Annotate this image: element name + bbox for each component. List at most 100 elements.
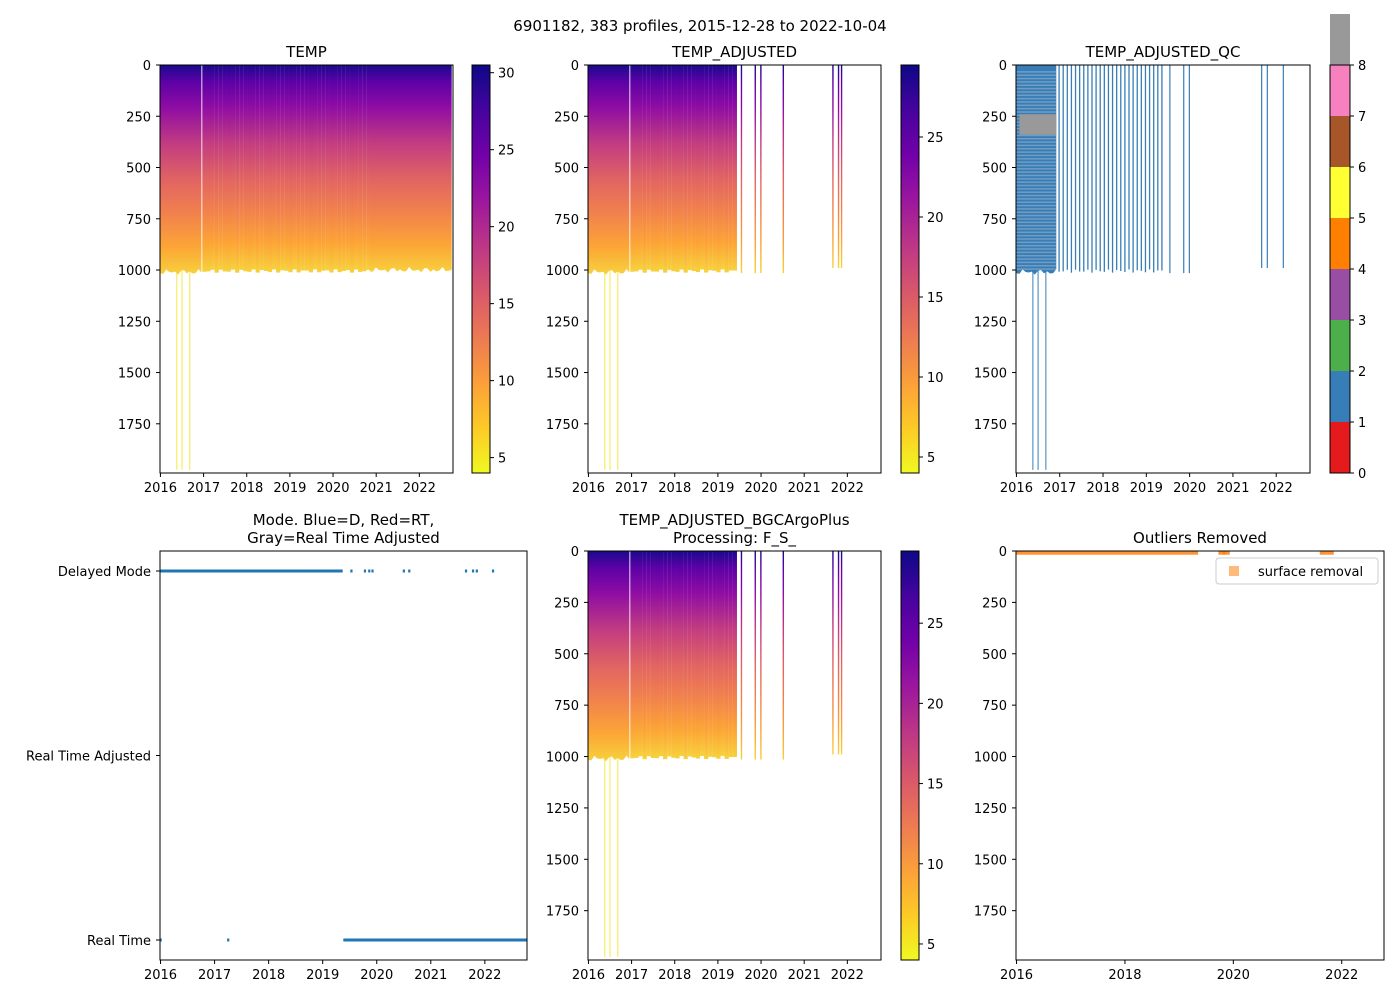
qc-speckle xyxy=(1016,137,1057,140)
y-tick-label: 0 xyxy=(571,59,579,74)
profile xyxy=(667,551,672,757)
colorbar-class xyxy=(1330,167,1350,218)
outlier-point xyxy=(1218,551,1226,555)
x-tick-label: 2020 xyxy=(360,968,393,983)
profile xyxy=(210,65,215,270)
y-tick-label: 1750 xyxy=(118,418,151,433)
profile xyxy=(218,65,223,270)
chart-title-line2: Gray=Real Time Adjusted xyxy=(247,529,440,547)
profile xyxy=(300,65,305,271)
profile xyxy=(280,65,285,271)
profile xyxy=(1157,65,1159,271)
profile xyxy=(325,65,330,271)
chart-title: Outliers Removed xyxy=(1133,529,1267,547)
qc-speckle xyxy=(1016,174,1057,177)
profile xyxy=(716,65,721,273)
profile xyxy=(1066,65,1068,270)
profile xyxy=(712,551,717,758)
profile xyxy=(683,551,688,760)
profile xyxy=(263,65,268,272)
profile xyxy=(634,65,639,272)
chart-title: TEMP_ADJUSTED xyxy=(671,43,797,62)
x-tick-label: 2020 xyxy=(1173,481,1206,496)
y-tick-label: 1250 xyxy=(974,315,1007,330)
qc-speckle xyxy=(1016,204,1057,207)
profile xyxy=(1128,65,1130,270)
plot-frame xyxy=(587,64,882,474)
x-tick-label: 2016 xyxy=(144,968,177,983)
colorbar-class xyxy=(1330,269,1350,320)
qc-speckle xyxy=(1016,198,1057,200)
qc-speckle xyxy=(1016,218,1057,220)
profile xyxy=(654,551,660,759)
outlier-point xyxy=(1319,551,1327,555)
mode-point xyxy=(227,938,230,942)
profile xyxy=(704,551,709,760)
colorbar-tick-label: 1 xyxy=(1358,416,1366,431)
profile xyxy=(650,551,655,759)
profile xyxy=(259,65,264,271)
outlier-point xyxy=(1326,551,1334,555)
x-tick-label: 2022 xyxy=(1260,481,1293,496)
profile xyxy=(691,551,696,758)
profile xyxy=(732,65,737,271)
series-delayed-mode xyxy=(159,569,495,573)
plot-temp xyxy=(160,65,452,470)
profile xyxy=(728,551,733,757)
colorbar-tick-label: 15 xyxy=(927,291,944,306)
profile xyxy=(337,65,342,273)
profile xyxy=(239,65,244,270)
profile xyxy=(1058,65,1060,272)
profile xyxy=(288,65,293,273)
colorbar-fill xyxy=(472,65,490,473)
y-tick-label: 750 xyxy=(982,699,1007,714)
plot-mode xyxy=(159,569,528,942)
qc-gray-block xyxy=(1019,114,1057,135)
qc-speckle xyxy=(1016,181,1057,183)
isolated-profile xyxy=(782,551,785,760)
qc-speckle xyxy=(1016,154,1057,157)
x-tick-label: 2017 xyxy=(615,481,648,496)
qc-speckle xyxy=(1016,208,1057,210)
y-tick-label: 1000 xyxy=(546,751,579,766)
x-tick-label: 2021 xyxy=(1216,481,1249,496)
mode-point xyxy=(371,569,374,573)
profile xyxy=(230,65,236,270)
qc-speckle xyxy=(1016,97,1057,100)
y-tick-label: 0 xyxy=(999,545,1007,560)
y-tick-label: 250 xyxy=(554,110,579,125)
qc-speckle xyxy=(1016,134,1057,137)
qc-speckle xyxy=(1016,84,1057,87)
colorbar-tick-label: 20 xyxy=(927,211,944,226)
profile xyxy=(1140,65,1143,271)
colorbar-class xyxy=(1330,65,1350,116)
colorbar-frame xyxy=(900,64,920,474)
mode-point xyxy=(340,569,343,573)
qc-speckle xyxy=(1016,151,1057,153)
y-tick-label: 1500 xyxy=(546,367,579,382)
isolated-profile xyxy=(754,551,756,760)
y-tick-label: Real Time xyxy=(87,934,151,949)
x-tick-label: 2022 xyxy=(831,968,864,983)
profile xyxy=(1083,65,1085,272)
profile xyxy=(663,551,668,760)
profile xyxy=(630,551,635,759)
profile xyxy=(251,65,256,270)
profile xyxy=(1111,65,1114,273)
profile xyxy=(235,65,240,273)
qc-speckle xyxy=(1016,74,1057,76)
outlier-band xyxy=(1016,551,1199,555)
profile xyxy=(1062,65,1064,272)
isolated-profile xyxy=(760,551,762,760)
qc-speckle xyxy=(1016,238,1057,240)
axes-temp_bgc: 2016 2017 2018 2019 2020 2021 2022 0 250 500 750 10… xyxy=(546,545,882,983)
y-tick-label: 1250 xyxy=(974,802,1007,817)
qc-speckle xyxy=(1016,231,1057,234)
figure-suptitle: 6901182, 383 profiles, 2015-12-28 to 202… xyxy=(513,17,886,35)
colorbar-tick-label: 25 xyxy=(498,144,515,159)
profile xyxy=(1124,65,1126,273)
profile xyxy=(646,551,651,757)
x-tick-label: 2020 xyxy=(316,481,349,496)
x-tick-label: 2019 xyxy=(1130,481,1163,496)
